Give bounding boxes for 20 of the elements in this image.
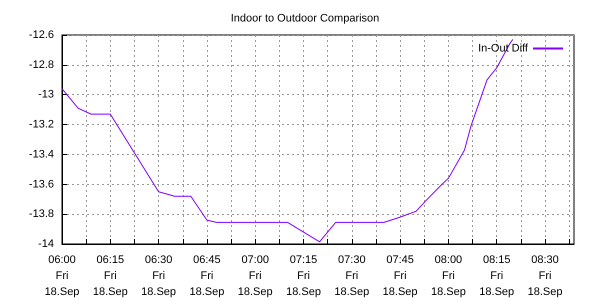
y-tick-label: -13.4	[28, 148, 54, 160]
x-tick-label: 08:30 Fri 18.Sep	[528, 254, 562, 298]
chart-title: Indoor to Outdoor Comparison	[230, 12, 380, 24]
x-tick-label: 06:30 Fri 18.Sep	[141, 254, 176, 298]
x-tick-label: 07:30 Fri 18.Sep	[334, 254, 370, 298]
x-tick-label: 08:00 Fri 18.Sep	[430, 254, 466, 298]
x-tick-label: 06:15 Fri 18.Sep	[92, 254, 128, 298]
x-tick-label: 07:15 Fri 18.Sep	[286, 254, 321, 298]
y-tick-label: -12.6	[28, 29, 54, 41]
y-tick-label: -13.2	[28, 118, 54, 131]
x-tick-label: 07:00 Fri 18.Sep	[238, 254, 273, 298]
x-tick-label: 06:45 Fri 18.Sep	[189, 254, 224, 298]
x-tick-label: 06:00 Fri 18.Sep	[44, 254, 80, 298]
y-tick-label: -13	[38, 88, 54, 101]
x-tick-label: 07:45 Fri 18.Sep	[382, 254, 418, 298]
y-tick-label: -14	[38, 238, 54, 250]
y-tick-label: -12.8	[28, 58, 54, 71]
x-tick-label: 08:15 Fri 18.Sep	[479, 254, 514, 298]
y-tick-label: -13.6	[28, 178, 54, 190]
y-tick-label: -13.8	[28, 208, 54, 220]
